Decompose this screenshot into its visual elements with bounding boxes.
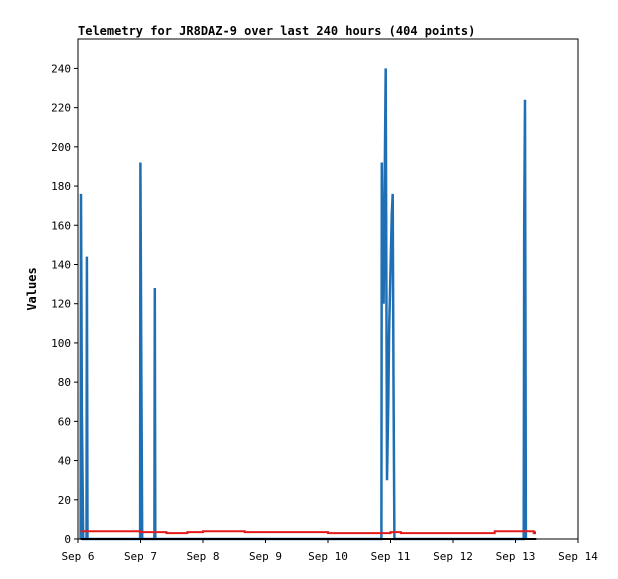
y-axis-label: Values — [25, 267, 39, 310]
y-tick-label: 60 — [58, 415, 71, 428]
x-tick-label: Sep 10 — [308, 550, 348, 563]
y-tick-label: 140 — [51, 258, 71, 271]
y-tick-label: 100 — [51, 337, 71, 350]
series-line-1 — [79, 68, 528, 541]
x-tick-label: Sep 8 — [186, 550, 219, 563]
y-tick-label: 120 — [51, 298, 71, 311]
y-tick-label: 240 — [51, 62, 71, 75]
series-line-2 — [80, 530, 536, 535]
y-tick-label: 40 — [58, 455, 71, 468]
chart-title: Telemetry for JR8DAZ-9 over last 240 hou… — [78, 24, 475, 38]
y-tick-label: 220 — [51, 102, 71, 115]
plot-frame — [77, 38, 579, 540]
x-tick-label: Sep 13 — [496, 550, 536, 563]
y-tick-label: 200 — [51, 141, 71, 154]
x-tick-label: Sep 12 — [433, 550, 473, 563]
x-tick-label: Sep 9 — [249, 550, 282, 563]
y-tick-label: 20 — [58, 494, 71, 507]
y-tick-label: 0 — [64, 533, 71, 546]
y-tick-label: 80 — [58, 376, 71, 389]
x-tick-label: Sep 6 — [61, 550, 94, 563]
y-tick-label: 180 — [51, 180, 71, 193]
y-tick-label: 160 — [51, 219, 71, 232]
y-axis: 0 20 40 60 80 100 120 140 160 180 200 220 240 — [51, 62, 78, 546]
x-tick-label: Sep 7 — [124, 550, 157, 563]
x-axis: Sep 6 Sep 7 Sep 8 Sep 9 Sep 10 Sep 11 Sep 12 Se… — [61, 539, 598, 563]
x-tick-label: Sep 11 — [371, 550, 411, 563]
x-tick-label: Sep 14 — [558, 550, 598, 563]
